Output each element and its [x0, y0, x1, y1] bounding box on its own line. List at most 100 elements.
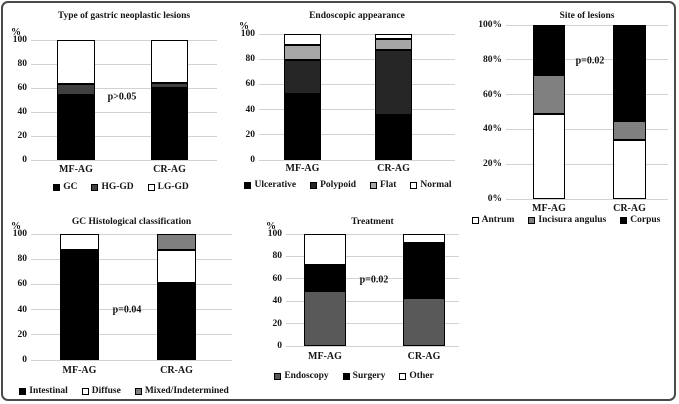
- legend-item-label: Antrum: [481, 215, 515, 225]
- gridline: [31, 309, 232, 311]
- bar-CR-AG: [375, 34, 412, 160]
- legend-marker-icon: [342, 372, 350, 380]
- bar-MF-AG: [60, 234, 99, 360]
- legend-item-Antrum: Antrum: [471, 215, 515, 225]
- plot-area: [259, 33, 455, 161]
- legend-item-label: GC: [63, 182, 78, 192]
- legend-item-Ulcerative: Ulcerative: [244, 180, 296, 190]
- segment-HG-GD: [57, 84, 95, 96]
- gridline: [286, 300, 459, 302]
- p-value-annotation: p=0.04: [112, 304, 142, 316]
- chart-title: Treatment: [351, 217, 394, 227]
- chart-site-of-lesions: Site of lesions p=0.02 0% 20% 40% 60% 80% 100% M…: [459, 5, 673, 235]
- legend-item-Mixed/Indetermined: Mixed/Indetermined: [134, 386, 229, 396]
- p-value-annotation: p=0.02: [359, 274, 389, 286]
- segment-Polypoid: [284, 60, 321, 95]
- legend-item-LG-GD: LG-GD: [147, 182, 189, 192]
- y-tick-label: 0: [22, 155, 27, 165]
- chart-type-of-gastric-neoplastic-lesions: Type of gastric neoplastic lesions% p>0.0…: [9, 5, 233, 207]
- segment-Ulcerative: [375, 114, 412, 160]
- segment-Ulcerative: [284, 94, 321, 160]
- legend: Endoscopy Surgery Other: [241, 371, 467, 381]
- legend-item-Corpus: Corpus: [620, 215, 660, 225]
- x-label-MF-AG: MF-AG: [532, 203, 566, 214]
- legend-item-Flat: Flat: [370, 180, 396, 190]
- x-label-CR-AG: CR-AG: [407, 351, 441, 362]
- segment-Incisura angulus: [533, 75, 565, 114]
- legend-marker-icon: [274, 372, 282, 380]
- bar-MF-AG: [533, 25, 565, 199]
- legend-item-label: Intestinal: [29, 386, 68, 396]
- legend: Ulcerative Polypoid Flat Normal: [235, 180, 461, 190]
- bar-CR-AG: [403, 234, 445, 346]
- legend-item-label: Other: [409, 371, 434, 381]
- x-label-CR-AG: CR-AG: [160, 365, 193, 376]
- y-tick-label: 100: [12, 35, 27, 45]
- gridline: [31, 233, 232, 235]
- legend-marker-icon: [370, 181, 378, 189]
- y-tick-label: 40: [17, 304, 28, 315]
- y-tick-label: 20: [17, 131, 28, 141]
- chart-title: Site of lesions: [559, 11, 615, 21]
- gridline: [31, 283, 232, 285]
- gridline: [506, 128, 668, 130]
- gridline: [286, 255, 459, 257]
- legend-marker-icon: [399, 372, 407, 380]
- legend-item-label: Ulcerative: [254, 180, 297, 190]
- y-tick-label: 0: [277, 341, 282, 351]
- legend-item-label: Flat: [380, 180, 397, 190]
- gridline: [259, 83, 455, 85]
- segment-GC: [57, 95, 95, 160]
- legend-item-label: Normal: [420, 180, 452, 190]
- legend-marker-icon: [91, 183, 99, 191]
- segment-Endoscopy: [403, 297, 445, 346]
- legend-item-label: HG-GD: [101, 182, 134, 192]
- chart-title: Endoscopic appearance: [309, 11, 405, 21]
- segment-Antrum: [533, 113, 565, 199]
- legend-item-Diffuse: Diffuse: [81, 386, 121, 396]
- segment-Surgery: [304, 265, 346, 292]
- legend-marker-icon: [244, 181, 252, 189]
- y-axis-unit-label: %: [266, 221, 276, 232]
- y-tick-label: 40: [17, 107, 28, 117]
- segment-Corpus: [613, 25, 646, 121]
- plot-area: p=0.04: [31, 233, 232, 361]
- gridline: [286, 233, 459, 235]
- y-tick-label: 60: [245, 79, 256, 90]
- segment-LG-GD: [151, 40, 188, 84]
- legend-marker-icon: [310, 181, 318, 189]
- legend-item-Polypoid: Polypoid: [310, 180, 356, 190]
- plot-area: p=0.02: [286, 233, 459, 347]
- gridline: [259, 159, 455, 161]
- gridline: [31, 334, 232, 336]
- chart-gc-histological-classification: GC Histological classification% p=0.04 0 20…: [9, 211, 239, 399]
- gridline: [259, 58, 455, 60]
- segment-Endoscopy: [304, 291, 346, 346]
- bar-MF-AG: [304, 234, 346, 346]
- bar-CR-AG: [151, 40, 188, 160]
- legend-item-Intestinal: Intestinal: [19, 386, 68, 396]
- legend-item-HG-GD: HG-GD: [91, 182, 134, 192]
- legend-item-GC: GC: [53, 182, 77, 192]
- gridline: [259, 33, 455, 35]
- legend-item-Incisura angulus: Incisura angulus: [528, 215, 606, 225]
- y-tick-label: 100: [267, 229, 282, 239]
- gridline: [31, 87, 217, 89]
- legend-item-Other: Other: [399, 371, 434, 381]
- y-tick-label: 80: [272, 251, 283, 262]
- y-tick-label: 0%: [487, 194, 502, 204]
- p-value-annotation: p>0.05: [107, 91, 137, 103]
- y-tick-label: 40: [245, 104, 256, 115]
- legend-marker-icon: [528, 216, 536, 224]
- legend-item-label: Diffuse: [91, 386, 121, 396]
- segment-Polypoid: [375, 50, 412, 115]
- legend-item-Endoscopy: Endoscopy: [274, 371, 329, 381]
- x-label-CR-AG: CR-AG: [613, 203, 646, 214]
- y-tick-label: 40: [272, 296, 283, 307]
- segment-Corpus: [533, 25, 565, 76]
- segment-HG-GD: [151, 83, 188, 88]
- gridline: [506, 94, 668, 96]
- segment-GC: [151, 88, 188, 160]
- gridline: [31, 258, 232, 260]
- gridline: [259, 109, 455, 111]
